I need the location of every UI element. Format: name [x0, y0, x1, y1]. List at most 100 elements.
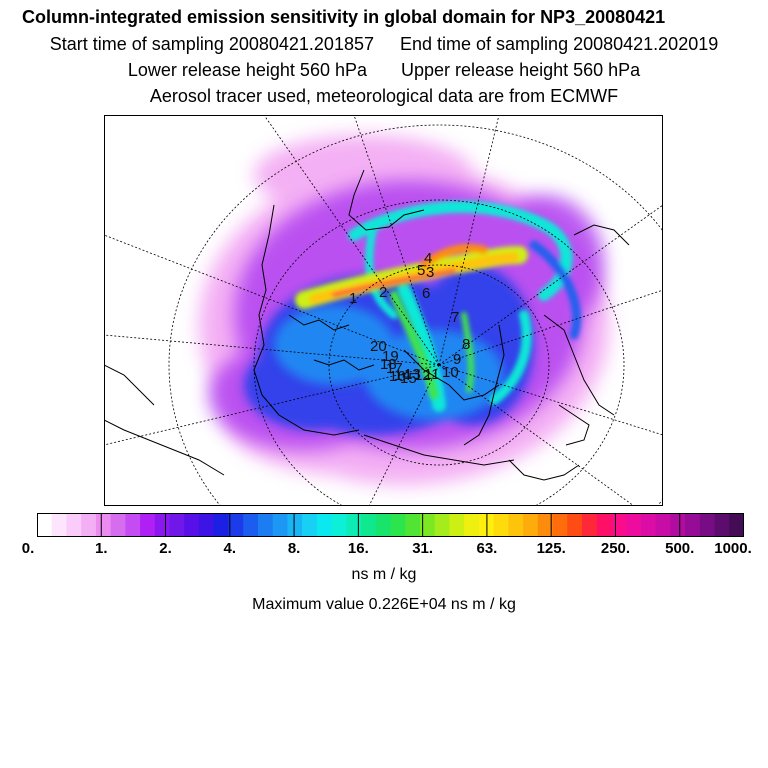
release-marker-16: 16 — [389, 368, 406, 385]
colorbar-swatch — [66, 513, 82, 537]
release-marker-19: 19 — [382, 348, 399, 365]
colorbar-swatch — [493, 513, 509, 537]
colorbar-swatch — [419, 513, 436, 537]
colorbar-swatch — [361, 513, 377, 537]
colorbar-swatch — [331, 513, 347, 537]
release-marker-6: 6 — [422, 285, 430, 302]
colorbar-swatch — [611, 513, 627, 537]
colorbar-swatches — [37, 513, 744, 537]
colorbar-swatch — [81, 513, 97, 537]
colorbar-swatch — [640, 513, 657, 537]
tracer-info: Aerosol tracer used, meteorological data… — [149, 86, 619, 106]
release-marker-10: 10 — [442, 364, 459, 381]
release-marker-12: 12 — [414, 367, 431, 384]
colorbar-swatch — [302, 513, 318, 537]
colorbar-tick-label: 2. — [159, 540, 172, 557]
colorbar-swatch — [257, 513, 274, 537]
map-border — [104, 115, 663, 506]
release-marker-5: 5 — [417, 262, 425, 279]
colorbar-swatch — [51, 513, 68, 537]
release-marker-17: 17 — [386, 360, 403, 377]
colorbar-swatch — [125, 513, 141, 537]
release-marker-2: 2 — [379, 284, 387, 301]
plot-title: Column-integrated emission sensitivity i… — [22, 7, 666, 27]
colorbar-tick-label: 8. — [287, 540, 301, 557]
lower-height-text: Lower release height 560 hPa — [127, 60, 367, 80]
colorbar-swatch — [110, 513, 126, 537]
colorbar-tick-label: 125. — [536, 540, 566, 557]
release-marker-18: 18 — [380, 356, 397, 373]
release-marker-9: 9 — [453, 351, 461, 368]
colorbar-swatch — [405, 513, 421, 537]
colorbar-units: ns m / kg — [351, 566, 417, 583]
colorbar-swatch — [714, 513, 730, 537]
colorbar-swatch — [508, 513, 524, 537]
colorbar-tick-label: 250. — [600, 540, 631, 557]
colorbar-swatch — [184, 513, 200, 537]
release-marker-1: 1 — [349, 290, 357, 307]
colorbar-swatch — [375, 513, 392, 537]
colorbar-swatch — [213, 513, 230, 537]
end-time-text: End time of sampling 20080421.202019 — [400, 34, 719, 54]
colorbar-swatch — [272, 513, 288, 537]
colorbar-tick-label: 16. — [347, 540, 369, 557]
colorbar-tick-label: 0. — [21, 540, 35, 557]
colorbar-swatch — [228, 513, 244, 537]
colorbar-swatch — [523, 513, 539, 537]
colorbar-tick-label: 500. — [665, 540, 695, 557]
colorbar-swatch — [243, 513, 259, 537]
colorbar-tick-label: 31. — [412, 540, 434, 557]
colorbar-swatch — [169, 513, 185, 537]
release-marker-8: 8 — [462, 336, 470, 353]
release-heights: Lower release height 560 hPa Upper releas… — [0, 59, 768, 81]
release-marker-20: 20 — [370, 338, 387, 355]
release-marker-14: 14 — [394, 367, 411, 384]
colorbar-swatch — [434, 513, 451, 537]
colorbar — [37, 513, 744, 537]
colorbar-swatch — [37, 513, 53, 537]
colorbar-swatch — [699, 513, 716, 537]
upper-height-text: Upper release height 560 hPa — [401, 60, 641, 80]
coastlines — [104, 169, 630, 481]
colorbar-tick-label: 4. — [223, 540, 237, 557]
release-marker-11: 11 — [424, 366, 440, 383]
colorbar-swatch — [95, 513, 112, 537]
colorbar-border — [37, 513, 744, 537]
colorbar-swatch — [346, 513, 362, 537]
sampling-times: Start time of sampling 20080421.201857 En… — [0, 33, 768, 55]
release-marker-4: 4 — [424, 250, 432, 267]
colorbar-swatch — [552, 513, 568, 537]
max-value-text: Maximum value 0.226E+04 ns m / kg — [252, 596, 516, 613]
colorbar-swatch — [567, 513, 583, 537]
colorbar-tick-label: 63. — [476, 540, 498, 557]
colorbar-swatch — [581, 513, 598, 537]
release-marker-7: 7 — [451, 309, 459, 326]
sensitivity-field — [199, 135, 609, 485]
release-marker-3: 3 — [426, 264, 434, 281]
colorbar-swatch — [140, 513, 156, 537]
colorbar-tick-labels: 0. 1. 2. 4. 8. 16. 31. 63. 125. 250. 500. 1000. — [0, 540, 768, 560]
colorbar-swatch — [154, 513, 171, 537]
colorbar-swatch — [626, 513, 642, 537]
colorbar-swatch — [316, 513, 333, 537]
colorbar-swatch — [670, 513, 686, 537]
release-marker-13: 13 — [404, 366, 421, 383]
colorbar-dividers — [37, 513, 744, 537]
colorbar-swatch — [390, 513, 406, 537]
colorbar-tick-label: 1000. — [714, 540, 752, 557]
colorbar-swatch — [685, 513, 701, 537]
colorbar-swatch — [729, 513, 744, 537]
field-plume-core — [295, 244, 528, 309]
colorbar-swatch — [449, 513, 465, 537]
colorbar-swatch — [464, 513, 480, 537]
colorbar-swatch — [287, 513, 303, 537]
release-marker-15: 15 — [400, 370, 417, 387]
sensitivity-map: 1 2 3 4 5 6 7 8 9 10 11 12 13 14 15 16 1… — [104, 115, 663, 506]
colorbar-swatch — [596, 513, 613, 537]
colorbar-tick-label: 1. — [95, 540, 108, 557]
colorbar-swatch — [655, 513, 671, 537]
release-markers: 1 2 3 4 5 6 7 8 9 10 11 12 13 14 15 16 1… — [349, 250, 470, 387]
colorbar-swatch — [537, 513, 554, 537]
colorbar-swatch — [199, 513, 215, 537]
start-time-text: Start time of sampling 20080421.201857 — [49, 34, 374, 54]
